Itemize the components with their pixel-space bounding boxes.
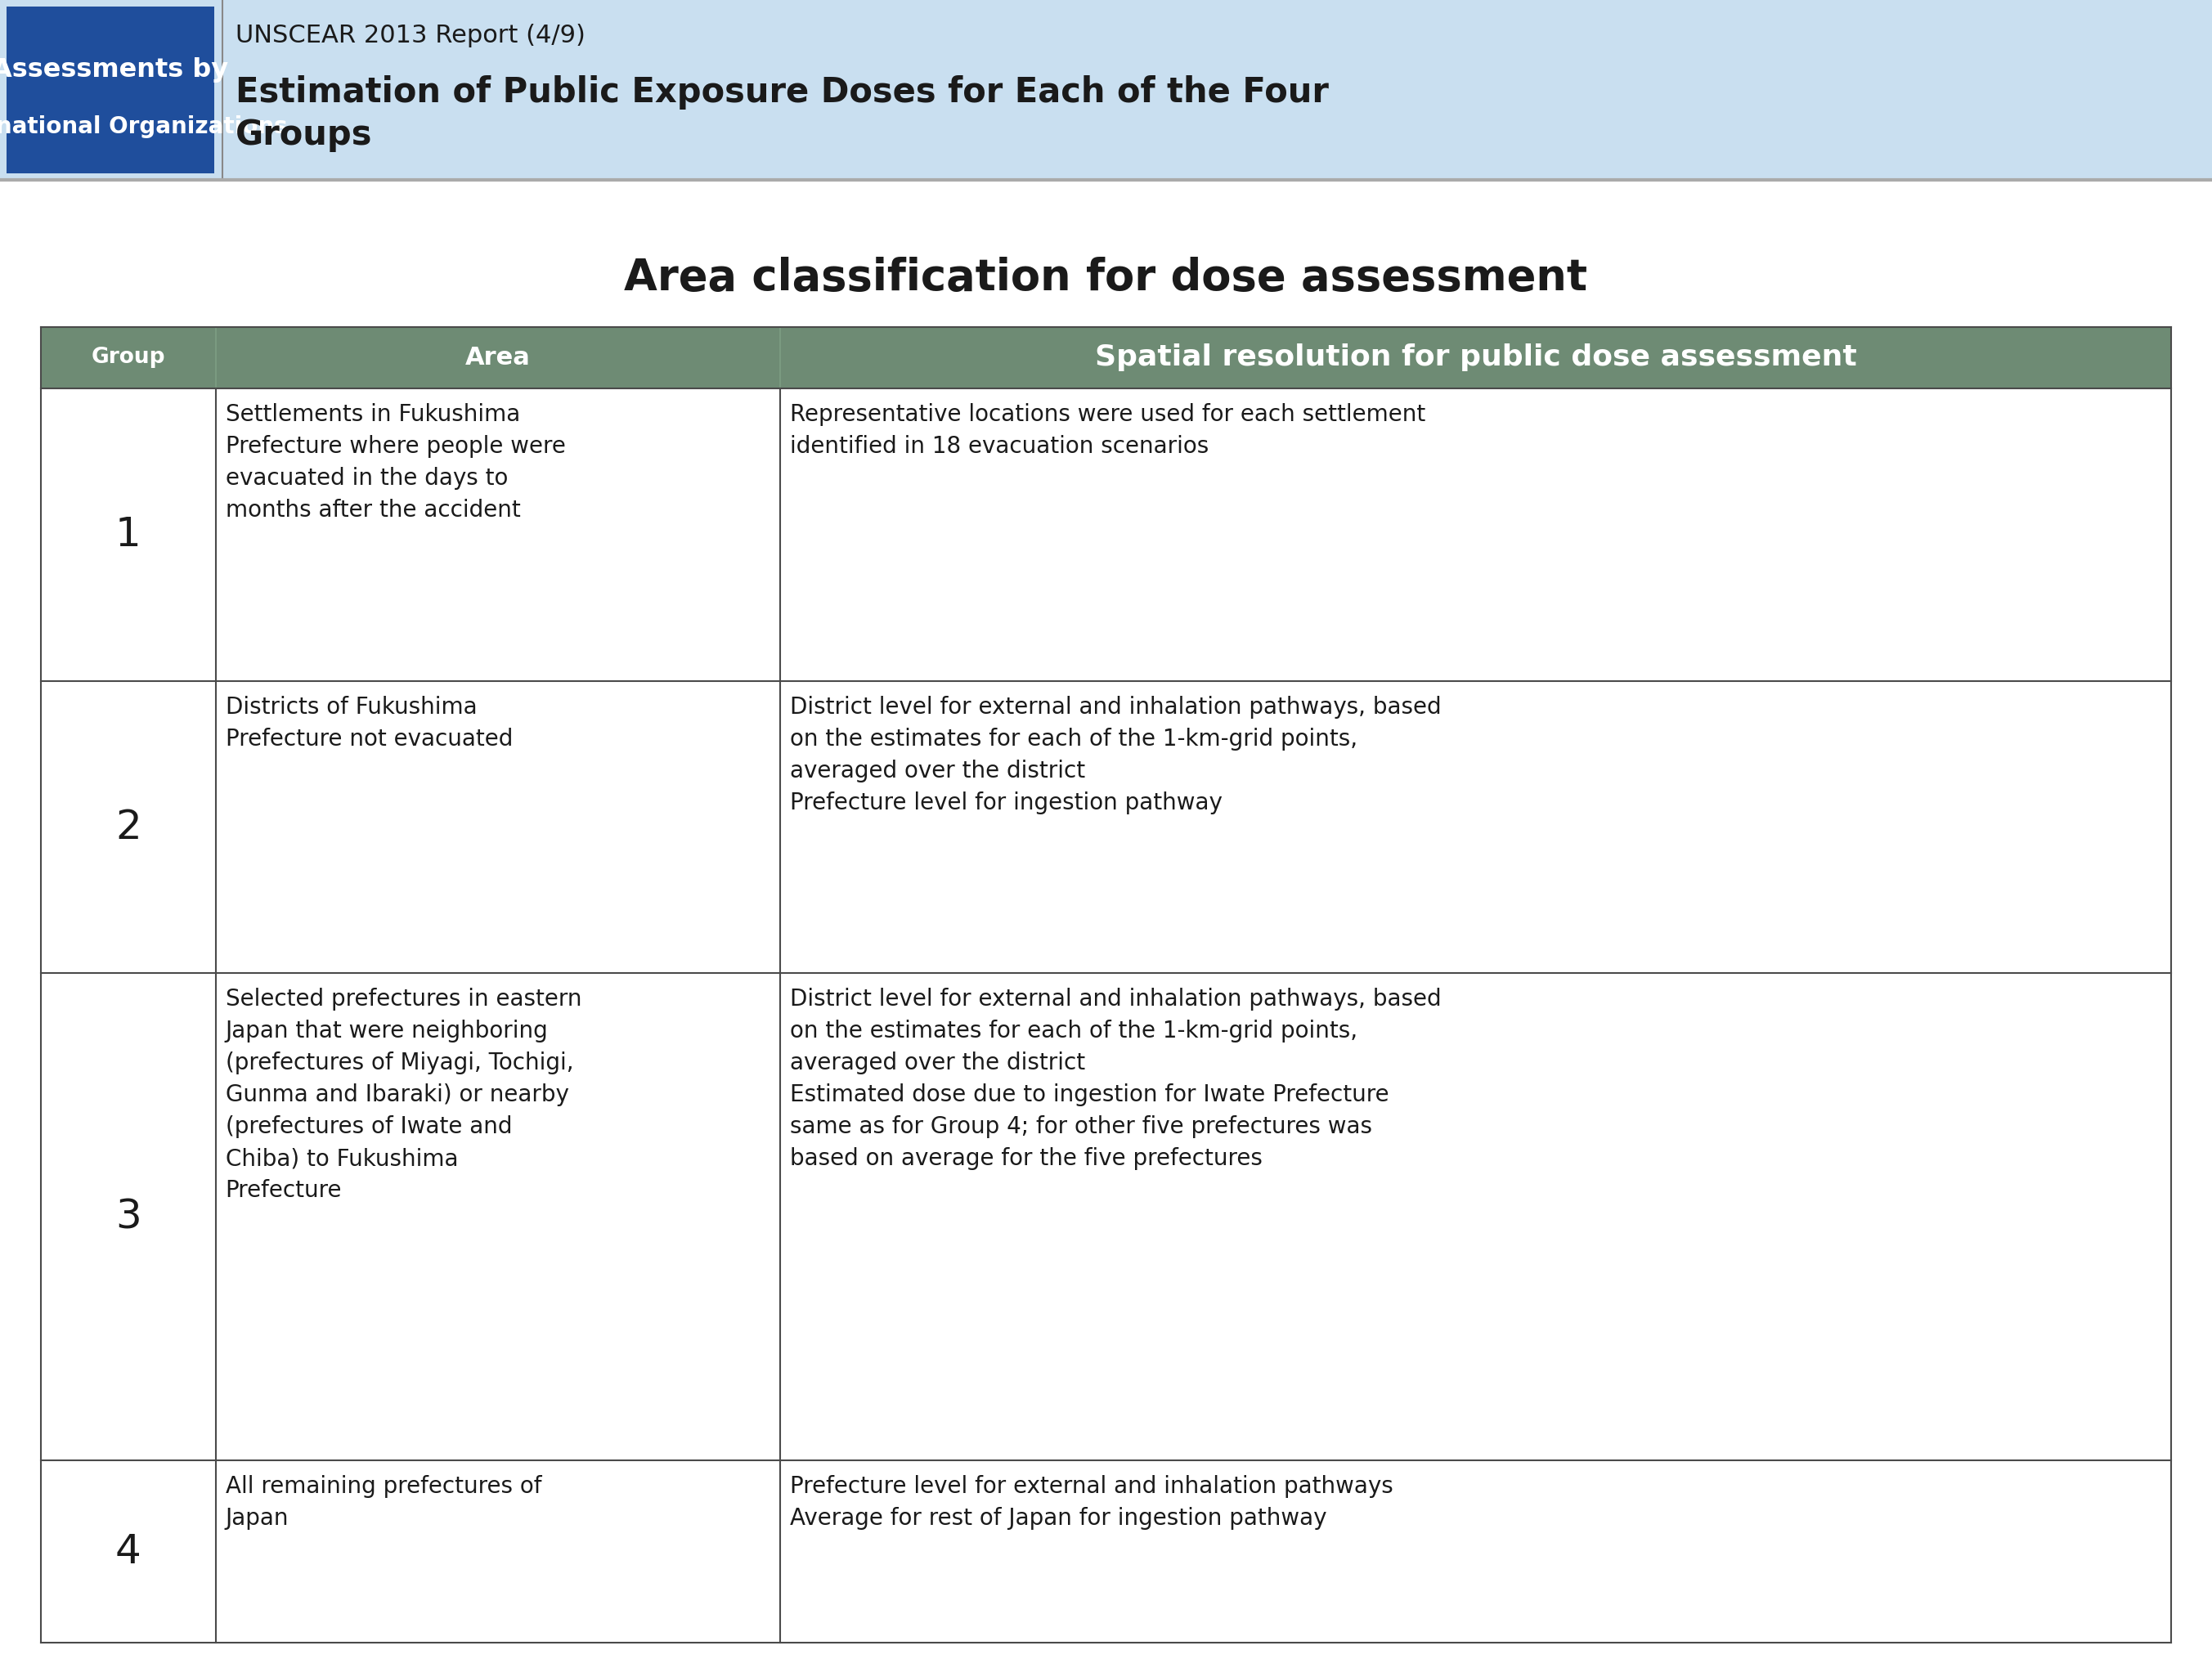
FancyBboxPatch shape: [40, 388, 2172, 680]
Text: District level for external and inhalation pathways, based
on the estimates for : District level for external and inhalati…: [790, 695, 1442, 815]
Text: Assessments by: Assessments by: [0, 58, 228, 83]
Text: District level for external and inhalation pathways, based
on the estimates for : District level for external and inhalati…: [790, 989, 1442, 1170]
FancyBboxPatch shape: [7, 7, 215, 173]
FancyBboxPatch shape: [40, 680, 2172, 974]
Text: All remaining prefectures of
Japan: All remaining prefectures of Japan: [226, 1475, 542, 1530]
FancyBboxPatch shape: [40, 1460, 2172, 1642]
Text: International Organizations: International Organizations: [0, 114, 288, 138]
FancyBboxPatch shape: [0, 0, 2212, 179]
Text: Area classification for dose assessment: Area classification for dose assessment: [624, 257, 1588, 299]
Text: 4: 4: [115, 1531, 142, 1571]
Text: Selected prefectures in eastern
Japan that were neighboring
(prefectures of Miya: Selected prefectures in eastern Japan th…: [226, 989, 582, 1203]
Text: Area: Area: [465, 345, 531, 370]
Text: Group: Group: [91, 347, 166, 368]
Text: UNSCEAR 2013 Report (4/9): UNSCEAR 2013 Report (4/9): [234, 25, 586, 48]
Text: Settlements in Fukushima
Prefecture where people were
evacuated in the days to
m: Settlements in Fukushima Prefecture wher…: [226, 403, 566, 521]
Text: 3: 3: [115, 1198, 142, 1236]
Text: Districts of Fukushima
Prefecture not evacuated: Districts of Fukushima Prefecture not ev…: [226, 695, 513, 750]
Text: Estimation of Public Exposure Doses for Each of the Four
Groups: Estimation of Public Exposure Doses for …: [234, 75, 1329, 151]
Text: 1: 1: [115, 514, 142, 554]
Text: Spatial resolution for public dose assessment: Spatial resolution for public dose asses…: [1095, 343, 1856, 372]
Text: Representative locations were used for each settlement
identified in 18 evacuati: Representative locations were used for e…: [790, 403, 1425, 458]
Text: 2: 2: [115, 808, 142, 846]
FancyBboxPatch shape: [40, 974, 2172, 1460]
FancyBboxPatch shape: [40, 327, 2172, 388]
Text: Prefecture level for external and inhalation pathways
Average for rest of Japan : Prefecture level for external and inhala…: [790, 1475, 1394, 1530]
